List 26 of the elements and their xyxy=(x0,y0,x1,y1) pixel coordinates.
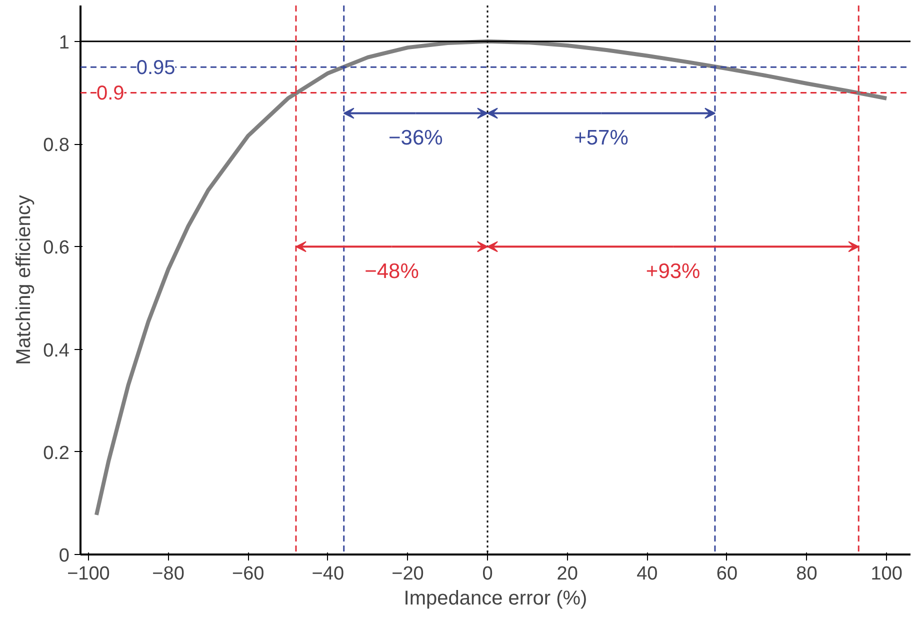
annotation: +57% xyxy=(574,126,628,150)
y-axis-title: Matching efficiency xyxy=(13,195,36,365)
line-series xyxy=(94,39,889,517)
y-tick-label: 1 xyxy=(58,32,70,54)
annotation: +93% xyxy=(646,260,700,283)
x-tick-label: 40 xyxy=(636,564,658,584)
x-axis-title: Impedance error (%) xyxy=(404,588,588,610)
annotation: −48% xyxy=(364,260,419,283)
y-tick-label: 0.2 xyxy=(43,442,70,464)
y-tick-label: 0 xyxy=(58,546,70,566)
ref-line-label: 0.9 xyxy=(96,82,124,105)
x-tick-label: 80 xyxy=(796,564,818,584)
x-tick-label: 20 xyxy=(556,564,578,584)
annotation: −36% xyxy=(388,126,443,150)
x-tick-label: −100 xyxy=(67,564,110,584)
ref-line-label: 0.95 xyxy=(136,57,176,80)
y-tick-label: 0.4 xyxy=(43,340,70,362)
y-tick-label: 0.8 xyxy=(43,135,70,156)
x-tick-label: 100 xyxy=(870,564,902,584)
x-tick-label: −80 xyxy=(152,564,184,584)
x-tick-label: 0 xyxy=(482,564,493,584)
x-tick-label: −20 xyxy=(392,564,424,584)
x-tick-label: −60 xyxy=(232,564,264,584)
x-tick-label: −40 xyxy=(312,564,344,584)
x-tick-label: 60 xyxy=(716,564,738,584)
y-tick-label: 0.6 xyxy=(43,238,70,259)
